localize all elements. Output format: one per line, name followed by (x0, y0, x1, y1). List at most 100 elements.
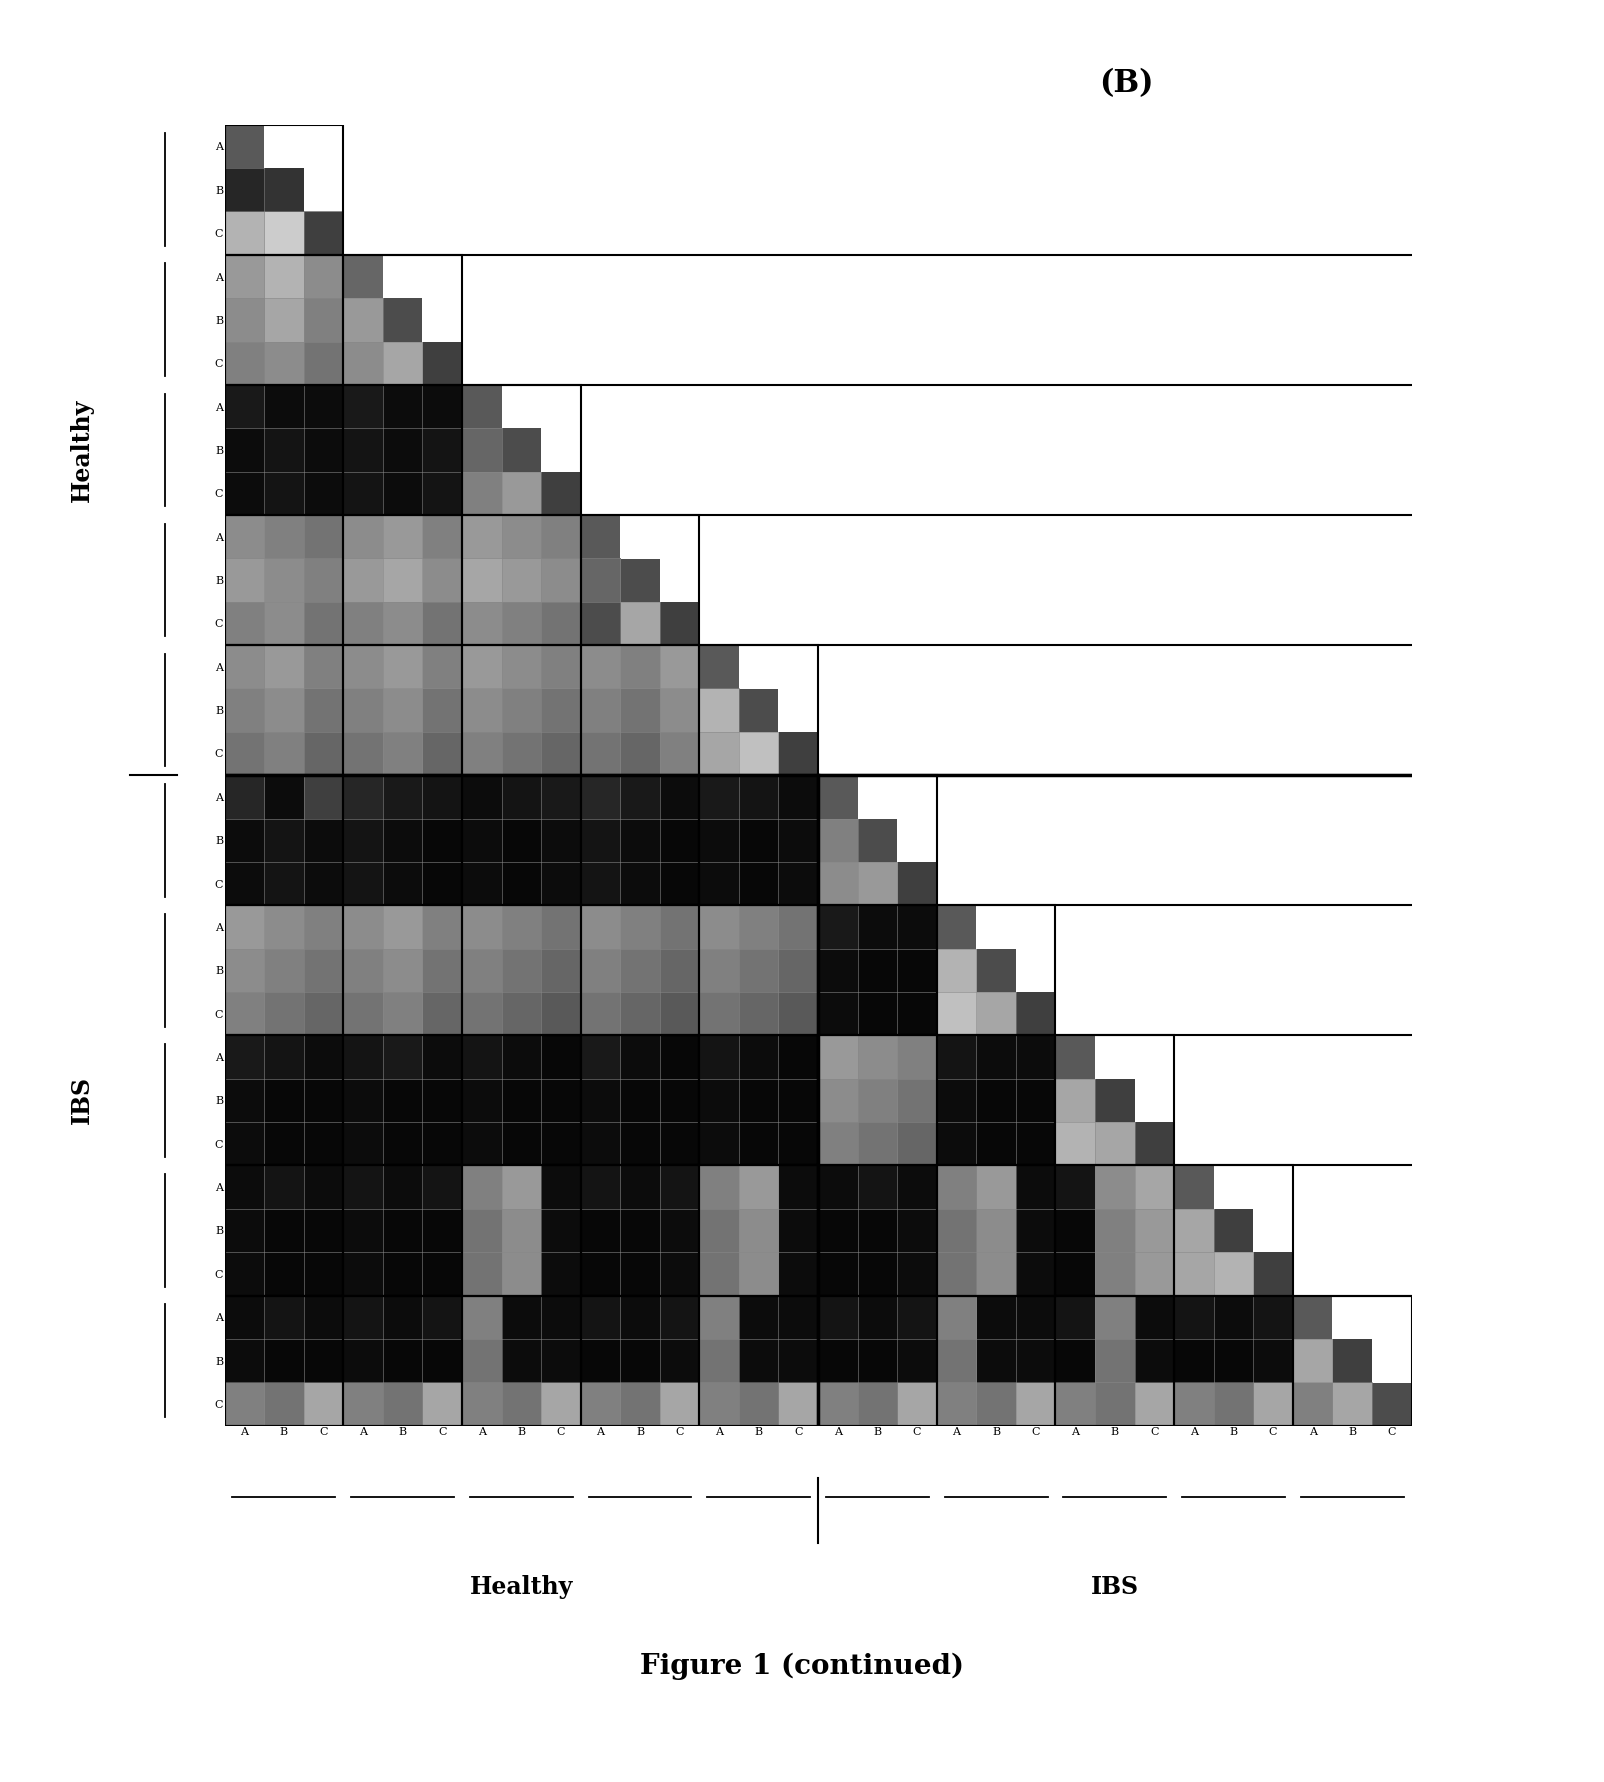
Bar (937, 212, 977, 255)
Bar (1214, 993, 1253, 1035)
Bar (581, 1165, 699, 1296)
Bar (1214, 342, 1253, 385)
Bar (581, 342, 621, 385)
Bar (778, 515, 818, 558)
Bar (1174, 862, 1214, 905)
Bar (225, 385, 343, 515)
Bar (1055, 515, 1096, 558)
Bar (937, 905, 1055, 1035)
Bar (1371, 428, 1412, 472)
Bar (502, 168, 541, 212)
Bar (739, 125, 778, 168)
Bar (462, 1165, 581, 1296)
Bar (343, 905, 462, 1035)
Bar (1055, 993, 1096, 1035)
Bar (1134, 125, 1174, 168)
Bar (1096, 472, 1134, 515)
Bar (858, 645, 897, 688)
Bar (1055, 645, 1096, 688)
Bar (462, 212, 502, 255)
Bar (937, 775, 977, 818)
Bar (659, 342, 699, 385)
Bar (1293, 1165, 1333, 1208)
Bar (1134, 428, 1174, 472)
Bar (1293, 905, 1333, 948)
Bar (1333, 1078, 1371, 1123)
Bar (1214, 1078, 1253, 1123)
Bar (1293, 428, 1333, 472)
Bar (383, 255, 422, 298)
Bar (699, 558, 739, 602)
Bar (1333, 125, 1371, 168)
Bar (1134, 732, 1174, 775)
Bar (818, 602, 858, 645)
Bar (699, 212, 739, 255)
Bar (1055, 558, 1096, 602)
Bar (383, 125, 422, 168)
Bar (1174, 993, 1214, 1035)
Bar (1055, 212, 1096, 255)
Bar (818, 1165, 937, 1296)
Bar (1134, 1035, 1174, 1078)
Bar (343, 385, 462, 515)
Bar (1214, 1035, 1253, 1078)
Bar (621, 515, 659, 558)
Bar (422, 212, 462, 255)
Bar (1096, 558, 1134, 602)
Bar (343, 515, 462, 645)
Bar (581, 1296, 699, 1426)
Bar (1055, 688, 1096, 732)
Bar (699, 775, 818, 905)
Bar (1055, 1165, 1174, 1296)
Bar (1371, 1035, 1412, 1078)
Bar (1096, 385, 1134, 428)
Bar (1253, 255, 1293, 298)
Bar (937, 515, 977, 558)
Bar (977, 385, 1015, 428)
Bar (1134, 993, 1174, 1035)
Bar (462, 775, 581, 905)
Bar (937, 385, 977, 428)
Bar (699, 602, 739, 645)
Bar (1096, 428, 1134, 472)
Bar (541, 168, 581, 212)
Bar (977, 342, 1015, 385)
Text: IBS: IBS (1091, 1575, 1139, 1598)
Bar (1015, 905, 1055, 948)
Bar (1214, 645, 1253, 688)
Bar (937, 168, 977, 212)
Bar (225, 1035, 343, 1165)
Bar (977, 212, 1015, 255)
Bar (739, 558, 778, 602)
Bar (977, 472, 1015, 515)
Bar (1214, 905, 1253, 948)
Bar (581, 168, 621, 212)
Bar (778, 645, 818, 688)
Bar (1174, 818, 1214, 862)
Bar (1214, 428, 1253, 472)
Bar (937, 1296, 1055, 1426)
Text: Healthy: Healthy (470, 1575, 573, 1598)
Bar (1333, 472, 1371, 515)
Bar (1253, 645, 1293, 688)
Bar (1174, 558, 1214, 602)
Bar (858, 602, 897, 645)
Bar (1015, 818, 1055, 862)
Bar (621, 212, 659, 255)
Bar (1174, 1123, 1214, 1165)
Bar (818, 428, 858, 472)
Bar (1096, 688, 1134, 732)
Bar (1214, 255, 1253, 298)
Bar (1096, 212, 1134, 255)
Bar (1293, 515, 1333, 558)
Bar (1253, 298, 1293, 342)
Bar (1253, 212, 1293, 255)
Bar (858, 558, 897, 602)
Bar (225, 905, 343, 1035)
Bar (581, 255, 621, 298)
Bar (778, 125, 818, 168)
Bar (541, 212, 581, 255)
Bar (858, 688, 897, 732)
Bar (1293, 168, 1333, 212)
Bar (422, 298, 462, 342)
